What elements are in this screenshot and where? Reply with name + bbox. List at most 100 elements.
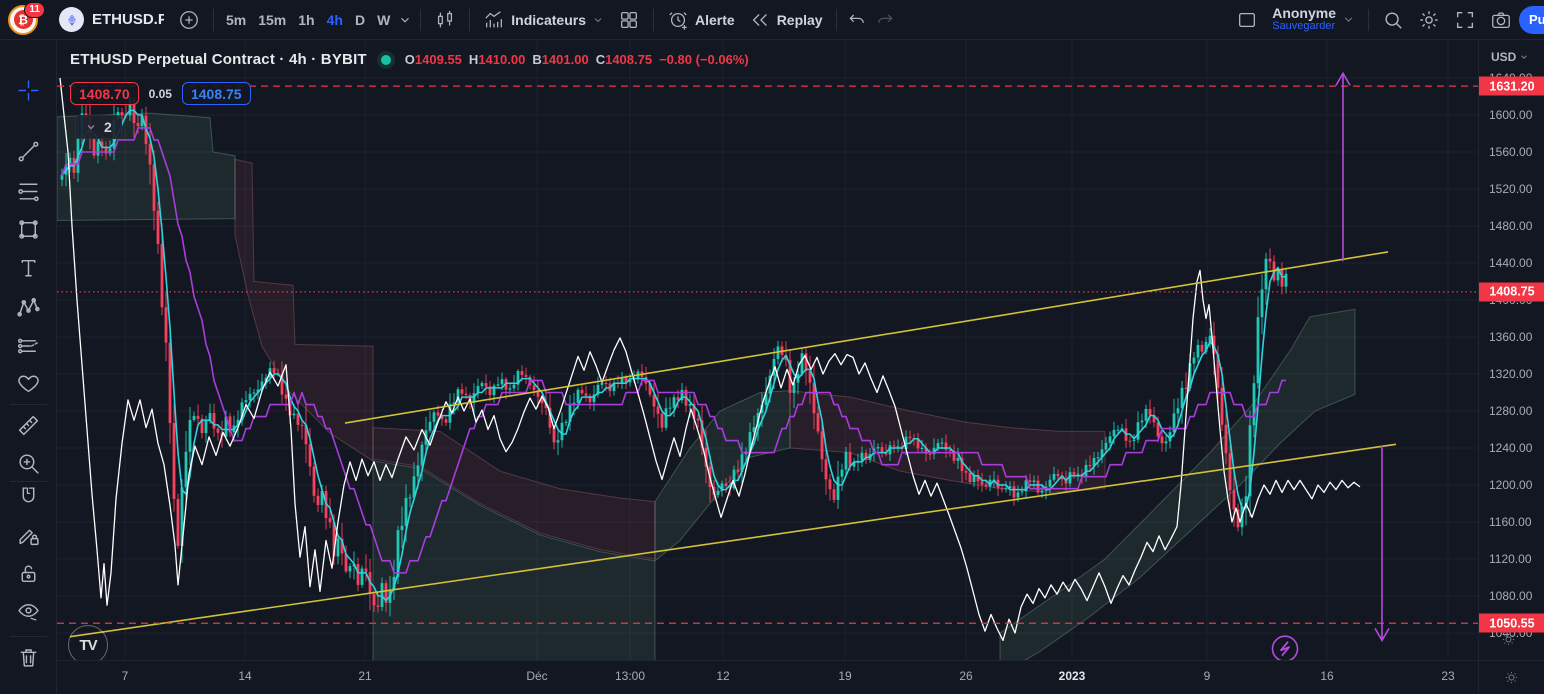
app-favicon[interactable]: ₿ 11	[8, 1, 45, 35]
measure-arrows	[1335, 71, 1390, 642]
divider	[469, 8, 471, 31]
candles	[60, 90, 1288, 617]
magnet-button[interactable]	[11, 480, 45, 514]
chart-legend[interactable]: ETHUSD Perpetual Contract · 4h · BYBIT O…	[70, 51, 749, 68]
publish-button[interactable]: Pu	[1519, 5, 1544, 34]
xabcd-pattern-button[interactable]	[11, 290, 45, 324]
market-status-icon[interactable]	[380, 54, 391, 65]
timeframe-4h[interactable]: 4h	[326, 11, 343, 28]
price-tick: 1160.00	[1489, 515, 1532, 529]
trend-line-button[interactable]	[11, 134, 45, 168]
zoom-in-icon	[18, 453, 39, 474]
add-symbol-button[interactable]	[171, 5, 207, 35]
currency-selector[interactable]: USD	[1491, 50, 1529, 64]
spread-value: 0.05	[138, 85, 182, 102]
save-button[interactable]: Sauvegarder	[1272, 20, 1336, 33]
trash-button[interactable]	[11, 640, 45, 674]
text-tool-button[interactable]	[11, 251, 45, 285]
price-label: 1631.20	[1479, 76, 1544, 96]
timeframe-W[interactable]: W	[377, 11, 391, 28]
settings-button[interactable]	[1411, 5, 1447, 35]
trend-line-icon	[18, 141, 38, 161]
trend-channel	[69, 251, 1397, 638]
time-axis[interactable]: 7 14 21 Déc 13:00 12 19 26 2023 9 16 23	[57, 660, 1478, 694]
fullscreen-icon	[1456, 11, 1474, 28]
alarm-clock-icon	[669, 11, 687, 30]
price-tick: 1560.00	[1489, 145, 1533, 159]
timeframe-1h[interactable]: 1h	[298, 11, 315, 28]
undo-button[interactable]	[843, 5, 871, 35]
price-lines	[57, 85, 1478, 624]
timeframe-5m[interactable]: 5m	[226, 11, 247, 28]
price-axis[interactable]: USD 1640.001600.001560.001520.001480.001…	[1478, 40, 1544, 660]
notification-badge: 11	[24, 1, 45, 18]
chart-pane[interactable]: ETHUSD Perpetual Contract · 4h · BYBIT O…	[57, 40, 1478, 660]
rectangle-tool-button[interactable]	[11, 212, 45, 246]
search-icon	[1385, 11, 1402, 29]
position-tool-icon	[17, 338, 38, 353]
price-tick: 1240.00	[1489, 441, 1533, 455]
legend-title: ETHUSD Perpetual Contract · 4h · BYBIT	[70, 51, 367, 68]
search-button[interactable]	[1375, 5, 1411, 35]
price-label: 1408.75	[1479, 282, 1544, 302]
chevron-down-icon	[1521, 55, 1528, 59]
snapshot-button[interactable]	[1483, 5, 1519, 35]
layout-grid-button[interactable]	[611, 5, 647, 35]
ruler-icon	[18, 415, 38, 435]
emoji-heart-icon	[17, 374, 39, 392]
price-tick: 1080.00	[1489, 589, 1533, 603]
grid-lines	[57, 40, 1478, 660]
emoji-heart-button[interactable]	[11, 366, 45, 400]
zoom-in-button[interactable]	[11, 446, 45, 480]
ruler-button[interactable]	[11, 408, 45, 442]
alert-button[interactable]: Alerte	[660, 5, 742, 35]
time-tick: 12	[716, 669, 730, 683]
indicators-collapsed-legend[interactable]: 2	[75, 115, 122, 139]
lightning-icon	[1271, 635, 1299, 660]
chart-style-icon[interactable]	[427, 5, 463, 35]
tenkan-line	[61, 109, 1286, 602]
position-tool-button[interactable]	[11, 328, 45, 362]
crosshair-button[interactable]	[11, 73, 45, 107]
lock-icon	[21, 564, 35, 582]
price-label: 1050.55	[1479, 613, 1544, 633]
timeframe-15m[interactable]: 15m	[258, 11, 287, 28]
symbol-button[interactable]: ETHUSD.P	[52, 5, 171, 35]
drawing-lock-button[interactable]	[11, 518, 45, 552]
fullscreen-button[interactable]	[1447, 5, 1483, 35]
axis-settings-corner[interactable]	[1478, 660, 1544, 694]
trash-icon	[19, 648, 37, 667]
user-menu[interactable]: Anonyme Sauvegarder	[1265, 5, 1362, 35]
ichimoku-clouds	[57, 112, 1356, 660]
time-tick: 2023	[1058, 669, 1086, 683]
time-tick: Déc	[526, 669, 548, 683]
camera-icon	[1492, 11, 1510, 28]
chevron-down-icon	[594, 17, 602, 22]
kijun-line	[61, 127, 1286, 574]
layout-select-button[interactable]	[1229, 5, 1265, 35]
sell-button[interactable]: 1408.70	[70, 82, 139, 105]
price-chart[interactable]	[57, 40, 1478, 660]
time-tick: 23	[1441, 669, 1455, 683]
buy-button[interactable]: 1408.75	[181, 82, 251, 105]
tradingview-watermark: TV	[68, 625, 108, 660]
fib-retracement-button[interactable]	[11, 174, 45, 208]
divider	[835, 8, 837, 31]
hide-drawings-button[interactable]	[11, 593, 45, 627]
gear-icon	[1420, 10, 1438, 29]
timeframe-chevron[interactable]	[396, 5, 414, 35]
theme-sun-icon[interactable]	[1501, 632, 1516, 652]
replay-button[interactable]: Replay	[742, 5, 830, 35]
time-tick: 7	[121, 669, 129, 683]
indicators-icon	[485, 10, 503, 27]
chevron-down-icon	[87, 125, 95, 130]
redo-button[interactable]	[871, 5, 899, 35]
divider	[10, 404, 47, 405]
price-tick: 1280.00	[1489, 404, 1533, 418]
lock-button[interactable]	[11, 556, 45, 590]
indicators-button[interactable]: Indicateurs	[476, 5, 611, 35]
divider	[10, 636, 47, 637]
timeframe-D[interactable]: D	[354, 11, 366, 28]
theme-sun-icon	[1505, 671, 1518, 684]
fib-retracement-icon	[17, 182, 39, 201]
